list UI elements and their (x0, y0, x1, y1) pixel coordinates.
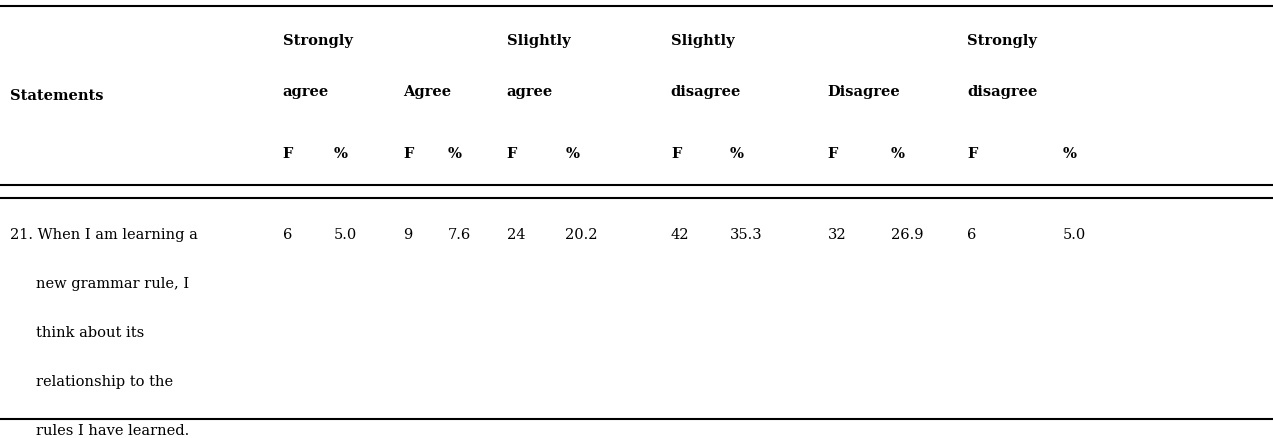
Text: 7.6: 7.6 (448, 228, 471, 242)
Text: agree: agree (507, 85, 552, 99)
Text: 35.3: 35.3 (729, 228, 763, 242)
Text: Strongly: Strongly (967, 34, 1037, 48)
Text: F: F (967, 147, 978, 161)
Text: 5.0: 5.0 (1063, 228, 1086, 242)
Text: 9: 9 (404, 228, 412, 242)
Text: Slightly: Slightly (671, 34, 735, 48)
Text: rules I have learned.: rules I have learned. (36, 424, 188, 438)
Text: disagree: disagree (967, 85, 1037, 99)
Text: 5.0: 5.0 (334, 228, 356, 242)
Text: new grammar rule, I: new grammar rule, I (36, 277, 188, 291)
Text: Strongly: Strongly (283, 34, 353, 48)
Text: %: % (729, 147, 743, 161)
Text: F: F (507, 147, 517, 161)
Text: F: F (404, 147, 414, 161)
Text: 21. When I am learning a: 21. When I am learning a (10, 228, 199, 242)
Text: Statements: Statements (10, 89, 103, 103)
Text: F: F (283, 147, 293, 161)
Text: 6: 6 (283, 228, 292, 242)
Text: 20.2: 20.2 (565, 228, 598, 242)
Text: 32: 32 (827, 228, 847, 242)
Text: 24: 24 (507, 228, 526, 242)
Text: %: % (891, 147, 905, 161)
Text: %: % (334, 147, 348, 161)
Text: Agree: Agree (404, 85, 452, 99)
Text: %: % (448, 147, 462, 161)
Text: relationship to the: relationship to the (36, 374, 173, 389)
Text: %: % (565, 147, 579, 161)
Text: 42: 42 (671, 228, 690, 242)
Text: F: F (827, 147, 838, 161)
Text: F: F (671, 147, 681, 161)
Text: think about its: think about its (36, 325, 144, 339)
Text: disagree: disagree (671, 85, 741, 99)
Text: agree: agree (283, 85, 328, 99)
Text: Slightly: Slightly (507, 34, 570, 48)
Text: %: % (1063, 147, 1077, 161)
Text: 6: 6 (967, 228, 976, 242)
Text: 26.9: 26.9 (891, 228, 924, 242)
Text: Disagree: Disagree (827, 85, 900, 99)
